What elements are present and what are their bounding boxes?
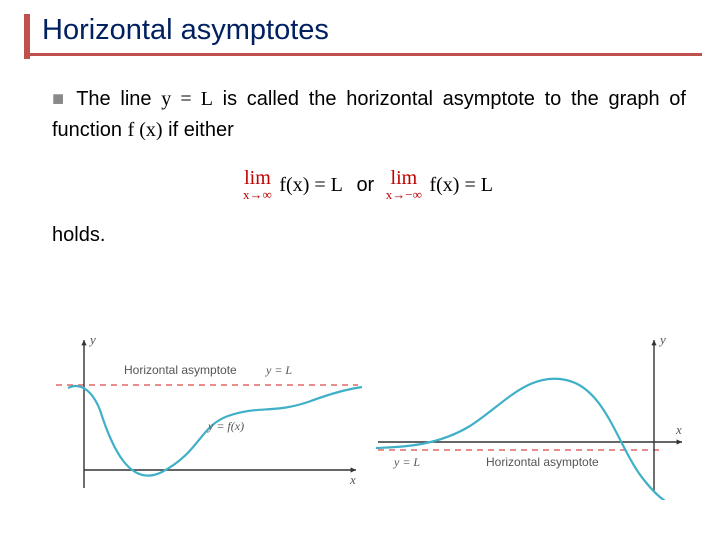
title-block: Horizontal asymptotes xyxy=(24,12,696,53)
definition-text: ■The line y = L is called the horizontal… xyxy=(52,84,686,146)
svg-text:x: x xyxy=(675,422,682,437)
svg-text:y: y xyxy=(658,332,666,347)
svg-text:y = L: y = L xyxy=(393,455,420,469)
limit-left: lim x→∞ xyxy=(243,168,272,202)
svg-text:Horizontal asymptote: Horizontal asymptote xyxy=(486,455,599,469)
title-vertical-bar xyxy=(24,14,30,59)
limit-left-rhs: f(x) = L xyxy=(279,174,342,197)
chart-right: y x y = L Horizontal asymptote xyxy=(370,330,690,505)
svg-text:y = L: y = L xyxy=(265,363,292,377)
holds-text: holds. xyxy=(52,224,686,247)
body: ■The line y = L is called the horizontal… xyxy=(24,56,696,247)
or-word: or xyxy=(356,174,374,197)
slide-title: Horizontal asymptotes xyxy=(42,12,696,53)
def-fn: f (x) xyxy=(128,119,163,141)
def-line-eq: y = L xyxy=(161,88,213,110)
lim-word: lim xyxy=(386,168,422,188)
def-post: if either xyxy=(163,119,234,141)
lim-word: lim xyxy=(243,168,272,188)
bullet-icon: ■ xyxy=(52,88,68,110)
lim-sub: x→−∞ xyxy=(386,188,422,202)
limit-right: lim x→−∞ xyxy=(386,168,422,202)
limit-right-rhs: f(x) = L xyxy=(429,174,492,197)
svg-text:y: y xyxy=(88,332,96,347)
slide: Horizontal asymptotes ■The line y = L is… xyxy=(0,0,720,540)
charts-row: y x Horizontal asymptote y = L y = f(x) y x y … xyxy=(50,330,696,505)
svg-text:Horizontal asymptote: Horizontal asymptote xyxy=(124,363,237,377)
limit-equation-row: lim x→∞ f(x) = L or lim x→−∞ f(x) = L xyxy=(52,168,686,202)
svg-text:y = f(x): y = f(x) xyxy=(207,419,244,433)
svg-text:x: x xyxy=(349,472,356,487)
chart-left: y x Horizontal asymptote y = L y = f(x) xyxy=(50,330,370,505)
def-pre: The line xyxy=(76,88,161,110)
lim-sub: x→∞ xyxy=(243,188,272,202)
